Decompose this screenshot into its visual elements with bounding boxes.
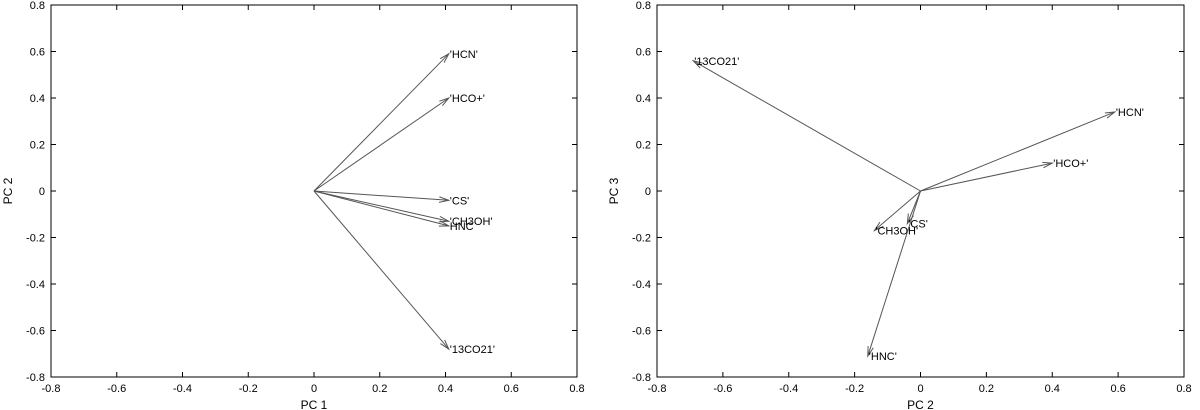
vector-arrowhead [873, 221, 884, 232]
x-tick-label: -0.8 [42, 383, 61, 395]
loading-vector [867, 190, 921, 357]
x-tick-label: 0.4 [1045, 383, 1060, 395]
loading-vector [313, 97, 450, 192]
y-tick-label: 0.6 [30, 47, 45, 59]
y-tick-label: 0 [39, 186, 45, 198]
x-axis-title: PC 2 [907, 398, 934, 410]
loading-vector [920, 111, 1116, 192]
x-tick-label: 0 [917, 383, 923, 395]
y-tick-label: 0.2 [30, 140, 45, 152]
biplot-pc2-pc3: -0.8 -0.6 -0.4 -0.2 0 0.2 0.4 0.6 0.8 -0.8 -0.6 -0.… [607, 0, 1192, 410]
y-tick-label: 0.8 [30, 0, 45, 12]
vector-arrowhead [691, 59, 704, 69]
x-tick-label: 0 [311, 383, 317, 395]
y-tick-label: 0.4 [636, 93, 651, 105]
loading-vector [692, 60, 921, 192]
y-tick-label: -0.2 [632, 233, 651, 245]
vector-label: 'CS' [908, 219, 927, 231]
y-tick-label: 0.4 [30, 93, 45, 105]
loading-vector [313, 190, 449, 227]
y-tick-label: -0.6 [26, 326, 45, 338]
x-tick-label: -0.2 [239, 383, 258, 395]
x-tick-label: -0.4 [173, 383, 192, 395]
loading-vector [920, 162, 1053, 192]
x-axis-title: PC 1 [301, 398, 328, 410]
vector-arrowhead [1104, 111, 1117, 119]
y-tick-label: 0.6 [636, 47, 651, 59]
loading-vector [313, 190, 450, 350]
y-tick-label: -0.4 [26, 279, 45, 291]
y-tick-label: 0.2 [636, 140, 651, 152]
vector-label: HNC [450, 221, 474, 233]
y-axis-title: PC 2 [1, 177, 15, 204]
vector-arrowhead [1042, 161, 1055, 169]
vector-arrowhead [440, 339, 450, 351]
x-tick-label: -0.8 [648, 383, 667, 395]
biplot-pc1-pc2: -0.8 -0.6 -0.4 -0.2 0 0.2 0.4 0.6 0.8 -0.8 -0.6 -0.… [1, 0, 585, 410]
vector-label: 'HNC' [869, 351, 897, 363]
vector-arrowhead [438, 196, 451, 203]
y-tick-label: -0.8 [26, 372, 45, 384]
vector-arrowhead [439, 96, 451, 107]
vector-label: 'HCN' [450, 49, 478, 61]
y-axis-title: PC 3 [607, 177, 621, 204]
x-tick-label: -0.2 [845, 383, 864, 395]
x-tick-label: 0.2 [372, 383, 387, 395]
x-tick-label: -0.4 [779, 383, 798, 395]
y-tick-label: -0.4 [632, 279, 651, 291]
x-tick-label: 0.6 [504, 383, 519, 395]
y-tick-label: -0.6 [632, 326, 651, 338]
x-tick-label: -0.6 [713, 383, 732, 395]
vector-label: 'HCO+' [1053, 158, 1088, 170]
loading-vector [313, 190, 449, 201]
vector-arrowhead [867, 346, 874, 358]
x-tick-label: 0.8 [569, 383, 584, 395]
x-tick-label: 0.2 [979, 383, 994, 395]
y-tick-label: -0.2 [26, 233, 45, 245]
y-tick-label: 0.8 [636, 0, 651, 12]
x-tick-label: 0.8 [1176, 383, 1191, 395]
y-tick-label: -0.8 [632, 372, 651, 384]
y-tick-label: 0 [645, 186, 651, 198]
vector-arrowhead [439, 52, 451, 63]
vector-label: '13CO21' [450, 344, 495, 356]
loading-vector [313, 53, 450, 192]
vector-label: 'CH3OH' [875, 226, 918, 238]
x-tick-label: 0.6 [1110, 383, 1125, 395]
vector-label: 'CS' [450, 195, 469, 207]
vector-arrowhead [438, 220, 451, 227]
vector-label: 'HCN' [1116, 107, 1144, 119]
vector-label: 'HCO+' [450, 93, 485, 105]
x-tick-label: 0.4 [438, 383, 453, 395]
loading-vector [313, 190, 449, 222]
vector-label: 'CH3OH' [450, 216, 493, 228]
vector-label: '13CO21' [694, 56, 739, 68]
loading-vector [874, 190, 921, 231]
x-tick-label: -0.6 [107, 383, 126, 395]
